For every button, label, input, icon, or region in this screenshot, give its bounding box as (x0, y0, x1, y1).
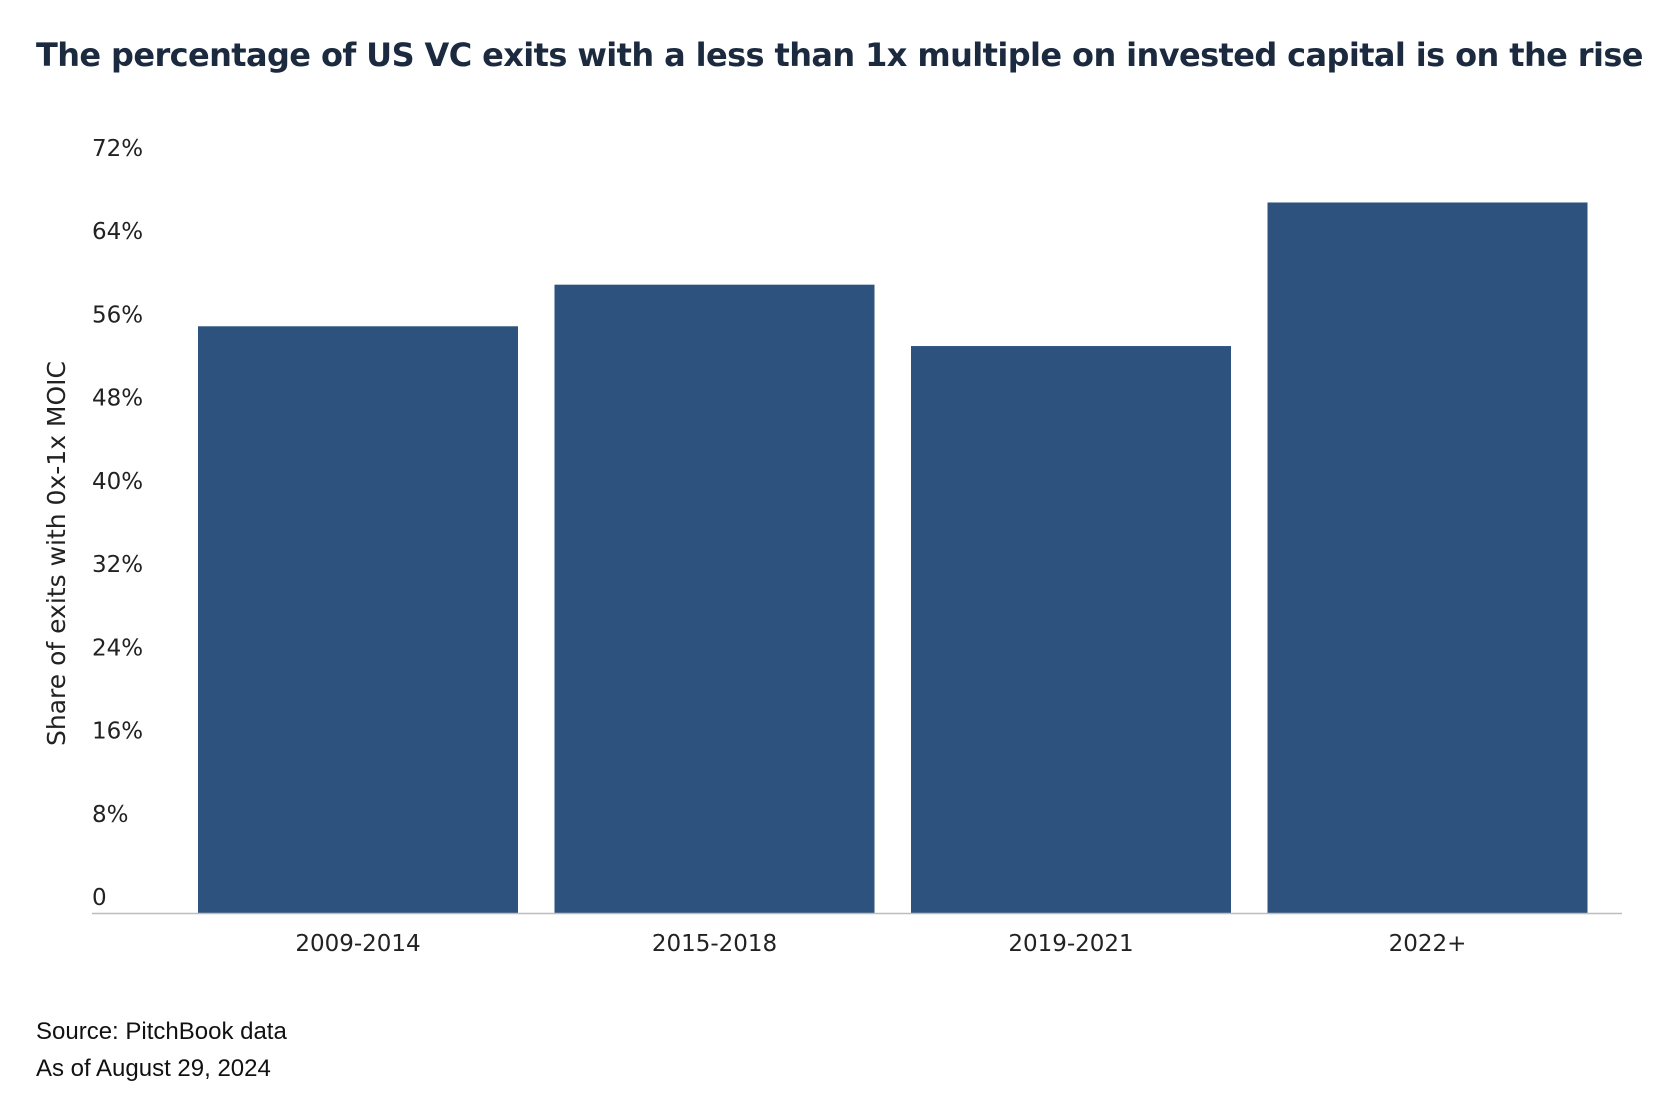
bars (198, 202, 1588, 914)
bar (1267, 202, 1588, 913)
y-tick-label: 56% (92, 302, 143, 328)
bar (911, 346, 1231, 914)
y-tick-label: 72% (92, 136, 143, 162)
x-tick-label: 2019-2021 (1008, 931, 1133, 957)
bar (554, 284, 875, 913)
y-tick-label: 32% (92, 552, 143, 578)
x-axis-labels: 2009-2014 2015-2018 2019-2021 2022+ (295, 931, 1466, 957)
y-tick-label: 40% (92, 469, 143, 495)
bar (198, 326, 518, 913)
x-tick-label: 2009-2014 (295, 931, 420, 957)
bar-chart: 0 8% 16% 24% 32% 40% 48% 56% 64% 72% 2009-2014 201… (42, 136, 1622, 957)
y-axis-title: Share of exits with 0x-1x MOIC (42, 361, 71, 746)
x-tick-label: 2015-2018 (652, 931, 777, 957)
x-tick-label: 2022+ (1389, 931, 1467, 957)
as-of-note: As of August 29, 2024 (36, 1055, 271, 1082)
y-tick-label: 24% (92, 635, 143, 661)
y-tick-label: 16% (92, 719, 143, 745)
y-tick-label: 0 (92, 885, 107, 911)
y-tick-label: 64% (92, 219, 143, 245)
y-tick-label: 48% (92, 386, 143, 412)
chart-title: The percentage of US VC exits with a les… (36, 36, 1643, 74)
y-tick-label: 8% (92, 802, 129, 828)
y-axis-ticks: 0 8% 16% 24% 32% 40% 48% 56% 64% 72% (92, 136, 143, 911)
source-note: Source: PitchBook data (36, 1018, 287, 1045)
